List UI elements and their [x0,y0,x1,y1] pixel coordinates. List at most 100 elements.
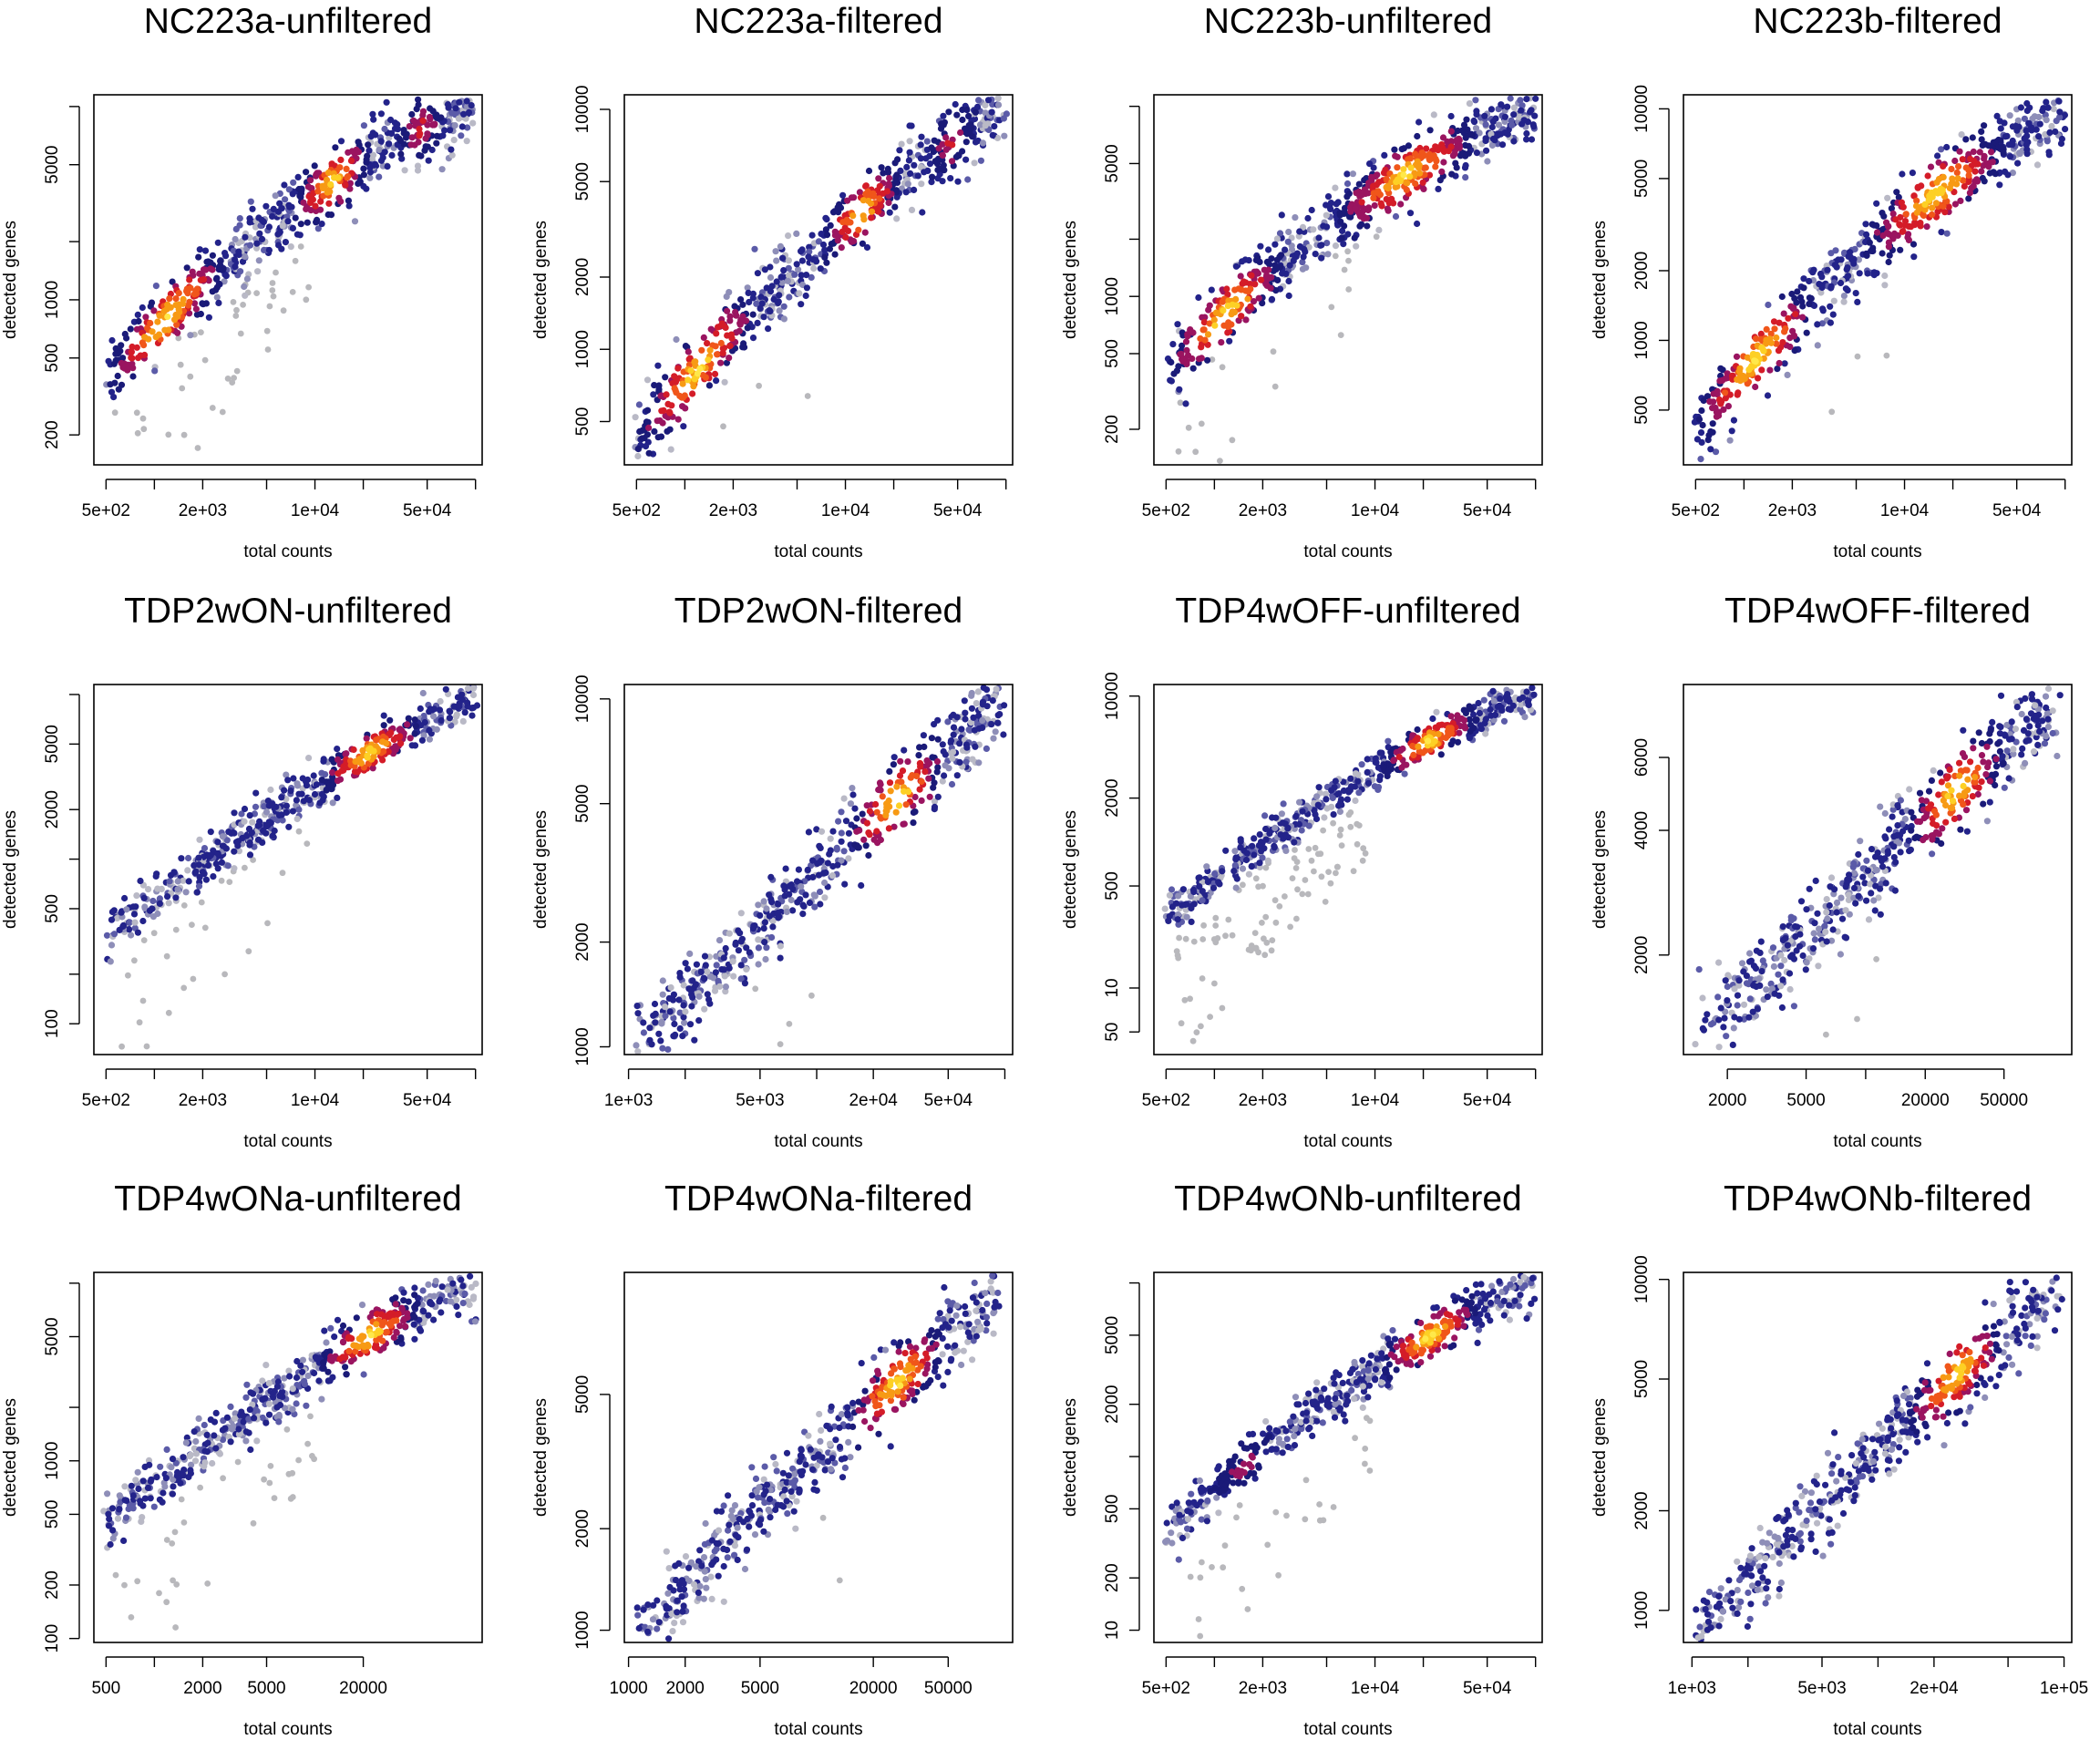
data-point [2026,104,2033,111]
outlier-point [1259,920,1265,926]
data-point [1925,197,1932,204]
data-point [1245,288,1252,295]
data-point [337,138,345,145]
data-point [337,156,345,163]
data-point [689,977,696,984]
data-point [1776,319,1783,326]
data-point [2041,740,2049,747]
data-point [214,849,221,858]
data-point [879,793,886,800]
data-point [865,197,872,205]
data-point [849,212,857,220]
data-point [193,311,201,318]
outlier-point [180,431,188,438]
outlier-point [1854,353,1861,360]
data-point [1910,192,1918,200]
data-point [1957,826,1964,833]
outlier-point [1302,877,1309,883]
outlier-point [1337,332,1344,338]
data-point [722,983,730,991]
data-point [737,938,745,945]
data-point [1462,161,1469,170]
data-point [753,300,760,307]
data-point [204,861,212,870]
data-point [645,449,653,457]
data-point [667,446,674,453]
data-point [1762,340,1769,347]
data-point [1897,213,1904,221]
data-point [1901,218,1910,225]
data-point [369,765,376,772]
data-point [744,324,751,332]
data-point [1251,835,1258,842]
outlier-point [1327,880,1334,887]
data-point [1354,777,1362,785]
data-point [1752,964,1760,973]
data-point [1988,149,1995,156]
data-point [1969,134,1976,141]
data-point [2025,736,2033,744]
outlier-point [720,423,726,430]
data-point [128,348,135,355]
data-point [849,791,857,798]
outlier-point [269,287,276,293]
data-point [363,735,370,742]
outlier-point [1312,844,1319,851]
data-point [1495,121,1503,129]
data-point [455,115,462,122]
data-point [962,709,969,716]
data-point [963,744,971,751]
data-point [278,794,285,801]
data-point [766,891,773,899]
data-point [235,848,242,855]
data-point [1168,886,1176,893]
data-point [1911,219,1919,226]
data-point [145,886,152,893]
data-point [841,224,849,232]
data-point [355,141,363,149]
data-point [878,815,885,822]
data-point [1707,446,1714,453]
data-point [685,348,692,355]
data-point [180,877,187,884]
data-point [1788,952,1796,959]
x-axis: 5e+02 2e+03 1e+04 5e+04 [1672,479,2066,520]
data-point [911,161,918,169]
data-point [1165,917,1172,925]
data-point [959,116,966,124]
data-point [798,301,805,308]
data-point [1956,148,1963,155]
data-point [1724,997,1731,1004]
data-point [1831,262,1838,269]
data-point [856,827,863,834]
outlier-point [1308,857,1315,864]
data-point [1435,730,1442,738]
data-point [726,343,734,350]
data-point [893,783,901,790]
data-point [1960,726,1967,734]
data-point [1868,846,1876,853]
data-point [307,184,314,192]
data-point [934,166,942,174]
data-point [817,901,824,908]
data-point [1736,374,1744,381]
data-point [201,247,210,254]
data-point [1395,753,1403,761]
data-point [686,950,694,957]
data-point [1416,170,1424,177]
data-point [722,944,729,952]
data-point [1803,906,1810,913]
data-point [1352,205,1359,212]
data-point [1232,262,1240,270]
data-point [1197,335,1204,343]
data-point [665,994,673,1002]
data-point [831,251,839,258]
outlier-point [179,385,186,392]
data-point [952,153,960,160]
data-point [1206,320,1213,327]
data-point [334,794,341,802]
data-point [760,898,767,905]
data-point [972,108,979,116]
data-point [1789,327,1796,335]
data-point [2049,707,2056,715]
